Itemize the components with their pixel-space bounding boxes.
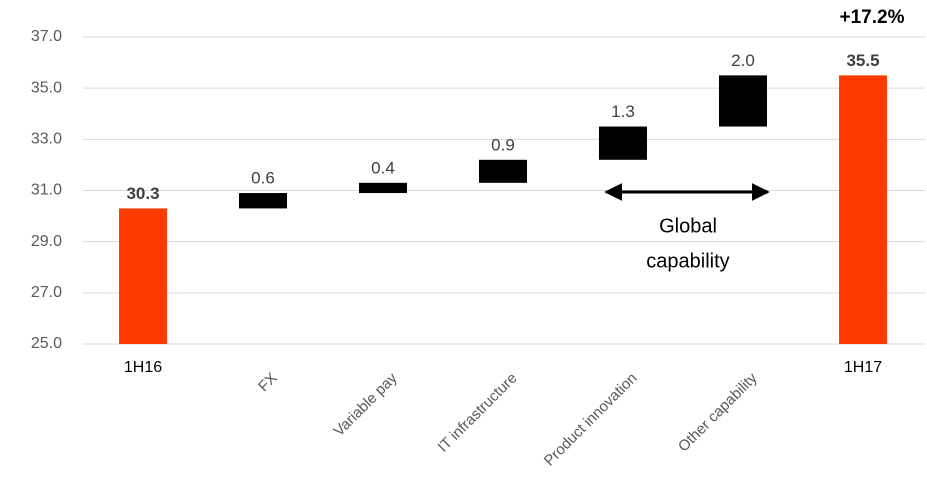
value-label: 0.6 bbox=[251, 169, 275, 188]
y-tick-label: 33.0 bbox=[31, 131, 62, 148]
bar bbox=[719, 75, 767, 127]
growth-annotation: +17.2% bbox=[840, 7, 905, 28]
y-tick-label: 27.0 bbox=[31, 284, 62, 301]
x-tick-label: FX bbox=[255, 370, 281, 396]
bar bbox=[479, 159, 527, 183]
x-tick-label: 1H17 bbox=[844, 359, 882, 376]
x-tick-label: Variable pay bbox=[330, 369, 401, 440]
bar bbox=[359, 182, 407, 194]
x-tick-label: 1H16 bbox=[124, 359, 162, 376]
bar bbox=[119, 208, 167, 344]
bracket-label: capability bbox=[646, 250, 729, 272]
value-label: 0.9 bbox=[491, 135, 515, 154]
y-tick-label: 35.0 bbox=[31, 79, 62, 96]
bar bbox=[599, 126, 647, 160]
y-tick-label: 29.0 bbox=[31, 233, 62, 250]
bar bbox=[239, 193, 287, 209]
value-label: 0.4 bbox=[371, 158, 395, 177]
x-tick-label: Other capability bbox=[675, 369, 761, 455]
y-tick-label: 37.0 bbox=[31, 28, 62, 45]
value-label: 1.3 bbox=[611, 102, 635, 121]
x-tick-label: IT infrastructure bbox=[435, 370, 521, 456]
y-tick-label: 25.0 bbox=[31, 335, 62, 352]
value-label: 30.3 bbox=[126, 184, 159, 203]
value-label: 2.0 bbox=[731, 51, 755, 70]
y-tick-label: 31.0 bbox=[31, 182, 62, 199]
value-label: 35.5 bbox=[846, 51, 879, 70]
bracket-label: Global bbox=[659, 215, 717, 237]
bar bbox=[839, 75, 887, 344]
x-tick-label: Product innovation bbox=[541, 370, 641, 470]
